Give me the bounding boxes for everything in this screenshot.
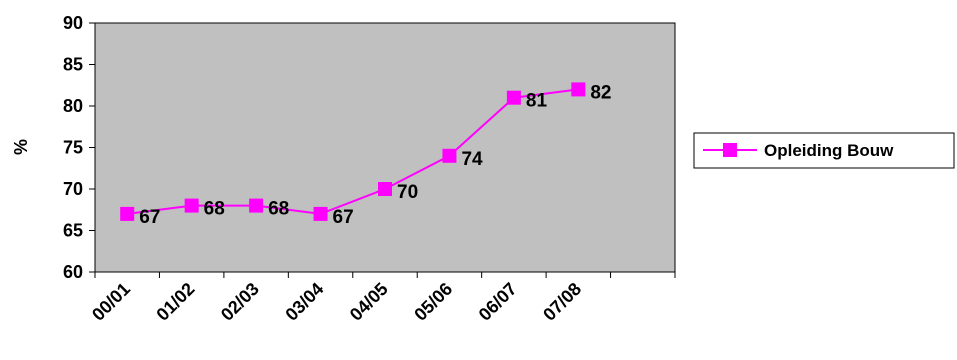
data-point-marker xyxy=(313,206,328,221)
y-tick-label: 90 xyxy=(63,13,83,33)
x-tick-label: 03/04 xyxy=(281,279,327,325)
y-tick-label: 75 xyxy=(63,138,83,158)
y-tick-label: 65 xyxy=(63,221,83,241)
y-axis-label: % xyxy=(11,139,31,155)
data-point-marker xyxy=(506,90,521,105)
y-tick-label: 80 xyxy=(63,96,83,116)
data-point-marker xyxy=(378,182,392,196)
y-tick-label: 85 xyxy=(63,55,83,75)
y-tick-label: 70 xyxy=(63,179,83,199)
series-layer: 67 68 68 67 70 74 81 82 xyxy=(120,82,611,228)
y-axis: 60 65 70 75 80 85 90 xyxy=(63,13,95,282)
legend-label: Opleiding Bouw xyxy=(764,141,894,160)
y-tick-label: 60 xyxy=(63,262,83,282)
plot-area xyxy=(94,22,676,273)
data-label: 68 xyxy=(204,199,225,220)
data-point-marker xyxy=(442,148,457,163)
data-label: 74 xyxy=(461,149,483,170)
legend-marker xyxy=(723,143,737,157)
data-label: 67 xyxy=(139,207,160,228)
x-tick-label: 06/07 xyxy=(475,279,521,325)
x-tick-label: 07/08 xyxy=(539,279,585,325)
data-label: 70 xyxy=(397,182,418,203)
series-line xyxy=(127,88,579,215)
data-label: 68 xyxy=(268,199,289,220)
x-tick-label: 00/01 xyxy=(88,279,134,325)
x-axis: 00/01 01/02 02/03 03/04 04/05 05/06 06/07 07/08 xyxy=(88,272,676,325)
data-point-marker xyxy=(120,206,135,221)
data-label: 81 xyxy=(526,91,548,112)
data-point-marker xyxy=(249,198,264,213)
data-label: 67 xyxy=(333,207,354,228)
x-tick-label: 05/06 xyxy=(410,279,456,325)
legend: Opleiding Bouw xyxy=(693,132,955,169)
data-point-marker xyxy=(571,82,586,97)
data-point-marker xyxy=(184,198,199,213)
x-tick-label: 02/03 xyxy=(217,279,263,325)
data-label: 82 xyxy=(590,82,611,103)
x-tick-label: 04/05 xyxy=(346,279,392,325)
x-tick-label: 01/02 xyxy=(153,279,199,325)
